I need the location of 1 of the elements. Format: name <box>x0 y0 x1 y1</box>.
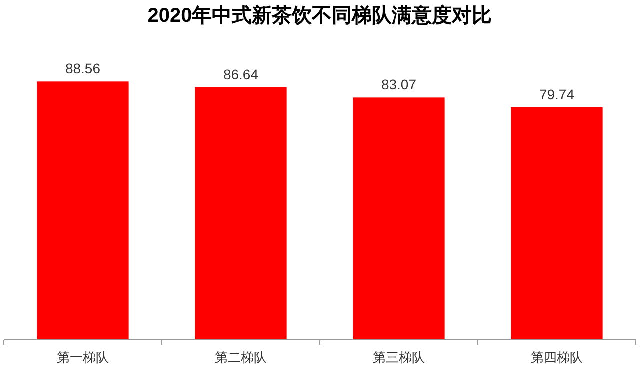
title: 2020年中式新茶饮不同梯队满意度对比 <box>148 5 492 27</box>
